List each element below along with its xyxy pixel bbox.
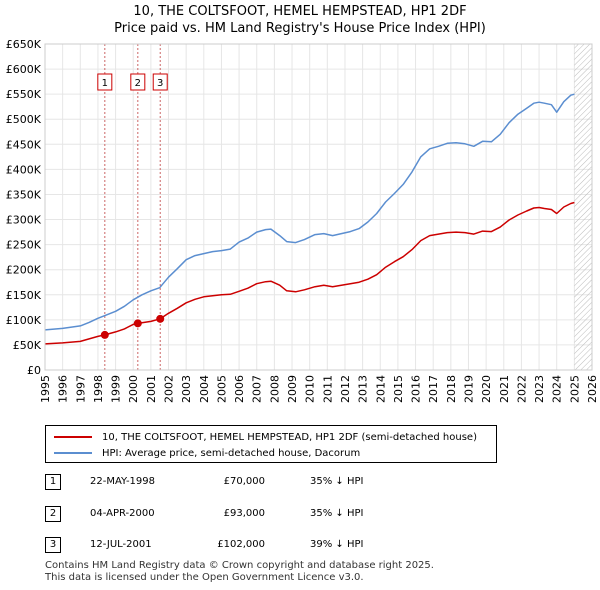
x-tick-label: 2010 — [304, 375, 317, 403]
legend-item-property: 10, THE COLTSFOOT, HEMEL HEMPSTEAD, HP1 … — [54, 430, 477, 444]
x-tick-label: 2006 — [233, 375, 246, 403]
hpi-line — [44, 93, 575, 331]
legend-item-hpi: HPI: Average price, semi-detached house,… — [54, 446, 360, 460]
plot-area — [45, 44, 592, 370]
x-tick-label: 2022 — [515, 375, 528, 403]
forecast-hatch — [574, 44, 592, 370]
property-price-line — [44, 201, 575, 345]
x-tick-label: 2013 — [357, 375, 370, 403]
transaction-date: 12-JUL-2001 — [90, 539, 152, 550]
x-tick-label: 2021 — [498, 375, 511, 403]
x-tick-label: 2008 — [268, 375, 281, 403]
footer-line-2: This data is licensed under the Open Gov… — [45, 572, 364, 583]
chart-title: 10, THE COLTSFOOT, HEMEL HEMPSTEAD, HP1 … — [133, 4, 467, 19]
x-tick-label: 2018 — [445, 375, 458, 403]
transaction-marker-3 — [156, 314, 165, 323]
x-tick-label: 2001 — [145, 375, 158, 403]
transaction-badge-1: 1 — [45, 474, 61, 490]
transaction-badge-2: 2 — [45, 506, 61, 522]
y-tick-label: £300K — [6, 214, 42, 227]
transaction-hpi-diff: 39% ↓ HPI — [310, 539, 364, 550]
transaction-chart-num-3: 3 — [157, 78, 163, 89]
legend-label-hpi: HPI: Average price, semi-detached house,… — [102, 447, 361, 459]
x-tick-label: 2016 — [410, 375, 423, 403]
legend-swatch-hpi — [54, 452, 92, 454]
x-tick-label: 2007 — [251, 375, 264, 403]
x-tick-label: 2005 — [215, 375, 228, 403]
transaction-chart-label-3 — [152, 73, 168, 91]
price-chart: 1 2 3 £0 £50K £100K £150K £200K £250K £300K £350K… — [6, 38, 599, 403]
y-tick-label: £0 — [27, 364, 41, 377]
footer-line-1: Contains HM Land Registry data © Crown c… — [45, 560, 434, 571]
x-tick-label: 2004 — [198, 375, 211, 403]
plot-frame — [44, 43, 593, 371]
x-tick-label: 1995 — [39, 375, 52, 403]
legend-label-property: 10, THE COLTSFOOT, HEMEL HEMPSTEAD, HP1 … — [102, 431, 477, 443]
transaction-marker-2 — [133, 319, 142, 328]
y-tick-label: £100K — [6, 314, 42, 327]
x-tick-label: 2014 — [374, 375, 387, 403]
x-tick-label: 2020 — [480, 375, 493, 403]
y-tick-label: £250K — [6, 239, 42, 252]
x-tick-label: 2000 — [127, 375, 140, 403]
y-tick-label: £400K — [6, 163, 42, 176]
y-tick-label: £150K — [6, 289, 42, 302]
x-tick-label: 2003 — [180, 375, 193, 403]
x-tick-label: 2025 — [568, 375, 581, 403]
transaction-price: £93,000 — [223, 508, 265, 519]
transaction-hpi-diff: 35% ↓ HPI — [310, 508, 364, 519]
x-tick-label: 2015 — [392, 375, 405, 403]
legend-swatch-property — [54, 436, 92, 438]
y-tick-label: £450K — [6, 138, 42, 151]
x-tick-label: 1997 — [74, 375, 87, 403]
transaction-date: 22-MAY-1998 — [90, 476, 156, 487]
transaction-marker-1 — [100, 330, 109, 339]
x-tick-label: 2026 — [586, 375, 599, 403]
y-tick-label: £650K — [6, 38, 42, 51]
x-tick-label: 1996 — [57, 375, 70, 403]
transaction-chart-label-1 — [97, 73, 113, 91]
footer-copyright: Contains HM Land Registry data © Crown c… — [45, 560, 434, 584]
chart-legend: 10, THE COLTSFOOT, HEMEL HEMPSTEAD, HP1 … — [45, 425, 497, 463]
x-tick-label: 2017 — [427, 375, 440, 403]
transaction-date: 04-APR-2000 — [90, 508, 155, 519]
y-tick-label: £600K — [6, 63, 42, 76]
x-tick-label: 1999 — [110, 375, 123, 403]
transaction-price: £70,000 — [223, 476, 265, 487]
x-tick-label: 2002 — [163, 375, 176, 403]
y-tick-label: £550K — [6, 88, 42, 101]
transaction-badge-3: 3 — [45, 537, 61, 553]
y-tick-label: £500K — [6, 113, 42, 126]
y-tick-label: £350K — [6, 188, 42, 201]
transaction-chart-num-1: 1 — [102, 78, 108, 89]
x-tick-label: 2024 — [551, 375, 564, 403]
transaction-price: £102,000 — [217, 539, 265, 550]
chart-subtitle: Price paid vs. HM Land Registry's House … — [114, 21, 486, 36]
x-tick-label: 2023 — [533, 375, 546, 403]
transaction-hpi-diff: 35% ↓ HPI — [310, 476, 364, 487]
y-tick-label: £200K — [6, 264, 42, 277]
transaction-chart-num-2: 2 — [135, 78, 141, 89]
x-tick-label: 2011 — [321, 375, 334, 403]
x-tick-label: 2012 — [339, 375, 352, 403]
x-tick-label: 1998 — [92, 375, 105, 403]
y-tick-label: £50K — [13, 339, 42, 352]
transaction-chart-label-2 — [130, 73, 146, 91]
x-tick-label: 2009 — [286, 375, 299, 403]
x-tick-label: 2019 — [462, 375, 475, 403]
